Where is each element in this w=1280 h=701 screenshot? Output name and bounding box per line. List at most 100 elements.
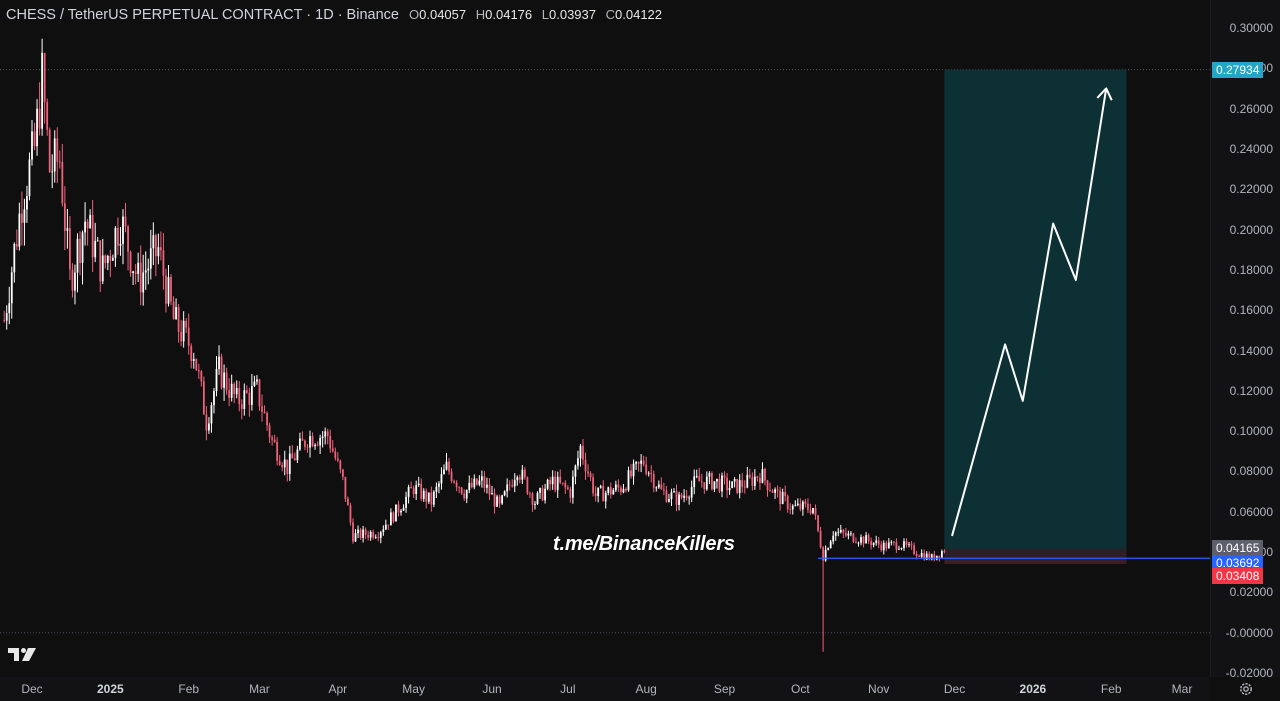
candle-body — [521, 469, 524, 480]
candle-body — [943, 551, 946, 553]
candle-down — [372, 529, 375, 540]
candle-body — [185, 320, 188, 328]
candle-body — [483, 476, 486, 488]
time-axis[interactable]: Dec 2025 Feb Mar Apr May Jun Jul Aug Sep Oct Nov Dec… — [0, 677, 1210, 701]
candle-down — [771, 489, 774, 493]
candle-down — [594, 486, 597, 502]
candle-body — [539, 488, 541, 493]
candle-body — [877, 540, 880, 545]
candle-body — [387, 524, 390, 526]
candle-down — [769, 482, 771, 492]
candle-down — [784, 485, 787, 502]
price-tick-label: 0.16000 — [1229, 303, 1273, 318]
candle-down — [233, 382, 236, 404]
candle-body — [468, 482, 471, 490]
price-axis[interactable]: 0.300000.280000.260000.240000.220000.200… — [1210, 0, 1280, 680]
candle-down — [602, 480, 605, 502]
candle-down — [918, 554, 921, 558]
target-zone — [944, 69, 1127, 559]
candle-up — [794, 500, 797, 507]
candle-down — [117, 217, 119, 255]
candle-up — [379, 530, 382, 544]
candle-body — [551, 476, 554, 485]
candle-up — [283, 450, 286, 476]
candle-down — [187, 313, 190, 355]
candle-body — [357, 529, 359, 534]
candle-down — [561, 482, 564, 486]
candle-body — [625, 488, 627, 491]
candle-up — [36, 99, 38, 156]
candle-down — [463, 489, 466, 501]
candle-body — [844, 532, 847, 536]
candle-up — [167, 265, 170, 307]
candle-up — [501, 494, 504, 505]
candle-body — [458, 487, 461, 489]
candle-up — [324, 427, 327, 445]
candle-down — [225, 367, 228, 395]
candle-body — [245, 390, 248, 393]
candle-body — [369, 532, 372, 538]
candle-up — [144, 251, 147, 290]
candle-up — [402, 504, 405, 511]
high-label: H — [475, 7, 486, 22]
candle-body — [941, 551, 943, 558]
candle-body — [918, 555, 921, 557]
settings-gear-icon[interactable] — [1238, 681, 1254, 697]
symbol-title[interactable]: CHESS / TetherUS PERPETUAL CONTRACT · 1D… — [6, 7, 399, 23]
candle-body — [175, 307, 177, 320]
price-tick-label: 0.02000 — [1229, 585, 1273, 600]
candle-body — [430, 492, 433, 505]
candle-body — [61, 161, 64, 204]
candle-down — [905, 538, 908, 548]
candle-down — [877, 537, 880, 549]
candle-body — [827, 548, 830, 550]
candle-body — [728, 487, 731, 491]
candle-body — [278, 460, 281, 465]
candle-up — [597, 487, 600, 503]
candle-up — [607, 486, 610, 496]
chart-canvas[interactable] — [0, 0, 1210, 677]
watermark-text: t.me/BinanceKillers — [553, 533, 735, 555]
candle-down — [526, 476, 529, 495]
candle-body — [258, 379, 261, 407]
candle-body — [250, 386, 253, 405]
tradingview-logo-icon[interactable] — [8, 646, 38, 667]
candle-body — [786, 496, 789, 510]
chart-area[interactable] — [0, 0, 1210, 677]
candle-body — [362, 529, 365, 538]
candle-up — [801, 500, 804, 516]
candle-body — [493, 493, 496, 507]
candle-body — [875, 540, 878, 543]
candle-body — [842, 530, 845, 533]
current-price-tag: 0.04165 — [1212, 539, 1264, 556]
candle-down — [453, 479, 455, 484]
candle-body — [81, 232, 84, 263]
candle-up — [670, 488, 673, 507]
open-pnl-zone — [944, 548, 1127, 559]
candle-body — [301, 438, 304, 441]
candle-down — [197, 363, 200, 379]
candle-body — [372, 532, 375, 538]
candle-body — [597, 487, 600, 497]
candle-down — [139, 245, 142, 306]
candle-body — [716, 478, 718, 482]
candle-body — [233, 383, 236, 395]
candle-body — [627, 470, 630, 491]
candle-up — [536, 491, 539, 505]
candle-up — [875, 535, 878, 546]
candle-body — [632, 463, 635, 477]
candle-down — [743, 480, 746, 494]
candle-down — [56, 127, 59, 184]
candle-body — [700, 481, 703, 483]
candle-body — [288, 453, 291, 475]
candle-up — [89, 209, 92, 229]
candle-body — [3, 320, 6, 322]
candle-body — [478, 480, 481, 485]
candle-body — [364, 529, 367, 535]
candle-down — [336, 452, 339, 463]
candle-body — [736, 479, 739, 493]
candle-body — [420, 483, 423, 500]
candle-down — [349, 502, 352, 526]
candle-body — [925, 553, 928, 560]
time-tick-label: Jun — [482, 682, 502, 696]
